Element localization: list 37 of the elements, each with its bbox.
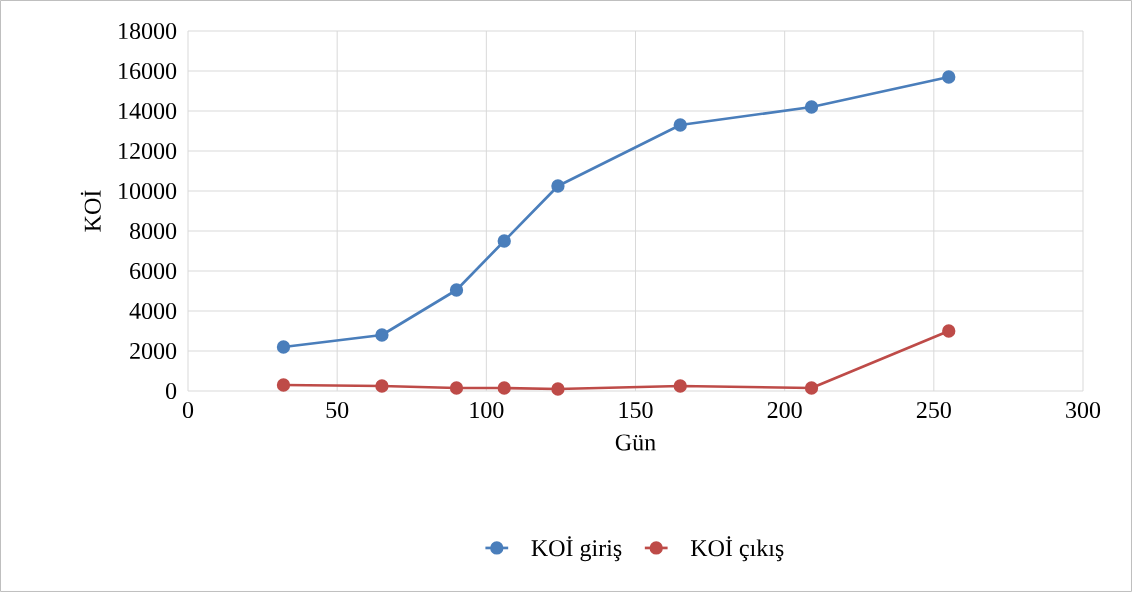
point [942,324,956,338]
point [804,100,819,114]
point [551,382,565,396]
point [551,179,565,193]
point [375,328,389,342]
point [673,379,687,393]
x-axis-title: Gün [615,434,656,451]
y-tick-label: 18000 [119,22,177,40]
legend-label: KOİ giriş [531,536,622,562]
y-tick-label: 0 [166,382,177,400]
point [497,234,511,248]
point [942,70,956,84]
x-tick-label: 50 [326,401,349,419]
point [673,118,687,132]
y-tick-label: 8000 [130,222,177,240]
y-tick-label: 10000 [119,182,177,200]
point [497,381,511,395]
y-tick-label: 16000 [119,62,177,80]
point [449,381,464,395]
y-tick-label: 2000 [130,342,177,360]
y-tick-label: 6000 [130,262,177,280]
x-tick-label: 250 [916,401,951,419]
point [449,283,464,297]
point [375,379,389,393]
x-tick-label: 200 [767,401,802,419]
point [804,381,819,395]
x-tick-label: 100 [470,401,504,419]
point [276,378,291,392]
legend-label: KOİ çıkış [690,536,784,562]
y-tick-label: 14000 [119,102,177,120]
y-axis-title: KOİ [80,190,101,232]
x-tick-label: 150 [619,401,653,419]
x-tick-label: 0 [182,401,194,419]
y-tick-label: 4000 [129,302,177,320]
point [276,340,291,354]
y-tick-label: 12000 [119,142,177,160]
x-tick-label: 300 [1066,401,1101,419]
